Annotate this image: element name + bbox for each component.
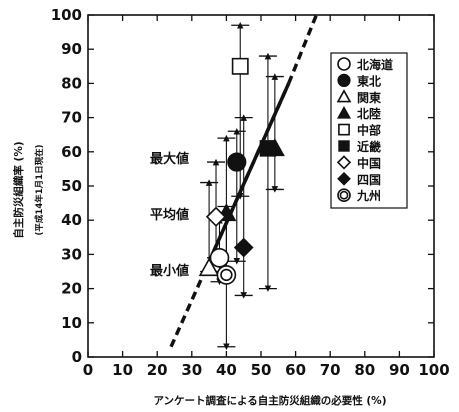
x-tick-label: 80 [354,361,375,379]
data-point [216,265,237,285]
legend-label: 北海道 [357,57,393,72]
data-point [227,152,247,172]
y-axis-note: (平成14年1月1日現在) [34,144,45,235]
y-tick-label: 10 [61,314,82,332]
regression-line-solid [210,82,291,256]
x-axis-label: アンケート調査による自主防災組織の必要性 (%) [153,394,386,407]
y-tick-label: 30 [61,245,82,263]
legend-marker [337,57,351,71]
x-axis-ticks: 0 10 20 30 40 50 60 70 80 90 100 [83,15,450,379]
x-tick-label: 40 [216,361,237,379]
y-tick-label: 70 [61,109,82,127]
legend-marker [337,73,351,88]
data-point [231,57,249,75]
legend-label: 近畿 [357,139,381,154]
legend-label: 東北 [357,73,381,88]
y-tick-label: 50 [61,177,82,195]
y-tick-label: 40 [61,211,82,229]
y-tick-label: 60 [61,143,82,161]
y-tick-label: 80 [61,74,82,92]
x-tick-label: 0 [83,361,93,379]
x-tick-label: 50 [251,361,272,379]
x-tick-label: 30 [181,361,202,379]
data-point [233,237,254,258]
legend-label: 四国 [357,173,381,187]
legend-marker [336,89,352,103]
annotation-max: 最大値 [150,151,189,167]
data-point [264,138,285,157]
legend-marker [337,171,351,186]
x-tick-label: 100 [418,361,449,379]
x-tick-label: 70 [320,361,341,379]
data-point [198,257,220,277]
annotation-min: 最小値 [150,263,189,279]
legend-marker [336,155,352,170]
legend-label: 九州 [356,188,381,203]
x-tick-label: 60 [285,361,306,379]
legend-marker [337,188,351,202]
data-point [209,248,230,268]
legend-label: 中部 [357,123,381,138]
y-tick-label: 100 [51,6,82,24]
legend-label: 中国 [357,155,381,170]
y-axis-label: 自主防災組織率 (%) [12,141,25,238]
legend-label: 北陸 [357,106,381,121]
x-tick-label: 90 [389,361,410,379]
y-tick-label: 20 [61,280,82,298]
legend-marker [336,105,352,119]
legend-marker [338,140,350,152]
data-point [205,206,227,227]
x-tick-label: 20 [147,361,168,379]
annotation-mean: 平均値 [150,207,189,223]
y-axis-ticks: 0 10 20 30 40 50 60 70 80 90 100 [51,6,434,366]
y-tick-label: 90 [61,40,82,58]
legend-marker [338,123,350,136]
data-points [198,57,285,285]
x-tick-label: 10 [112,361,133,379]
y-tick-label: 0 [72,348,82,366]
legend-label: 関東 [357,90,381,105]
regression-line-extension [287,14,318,85]
